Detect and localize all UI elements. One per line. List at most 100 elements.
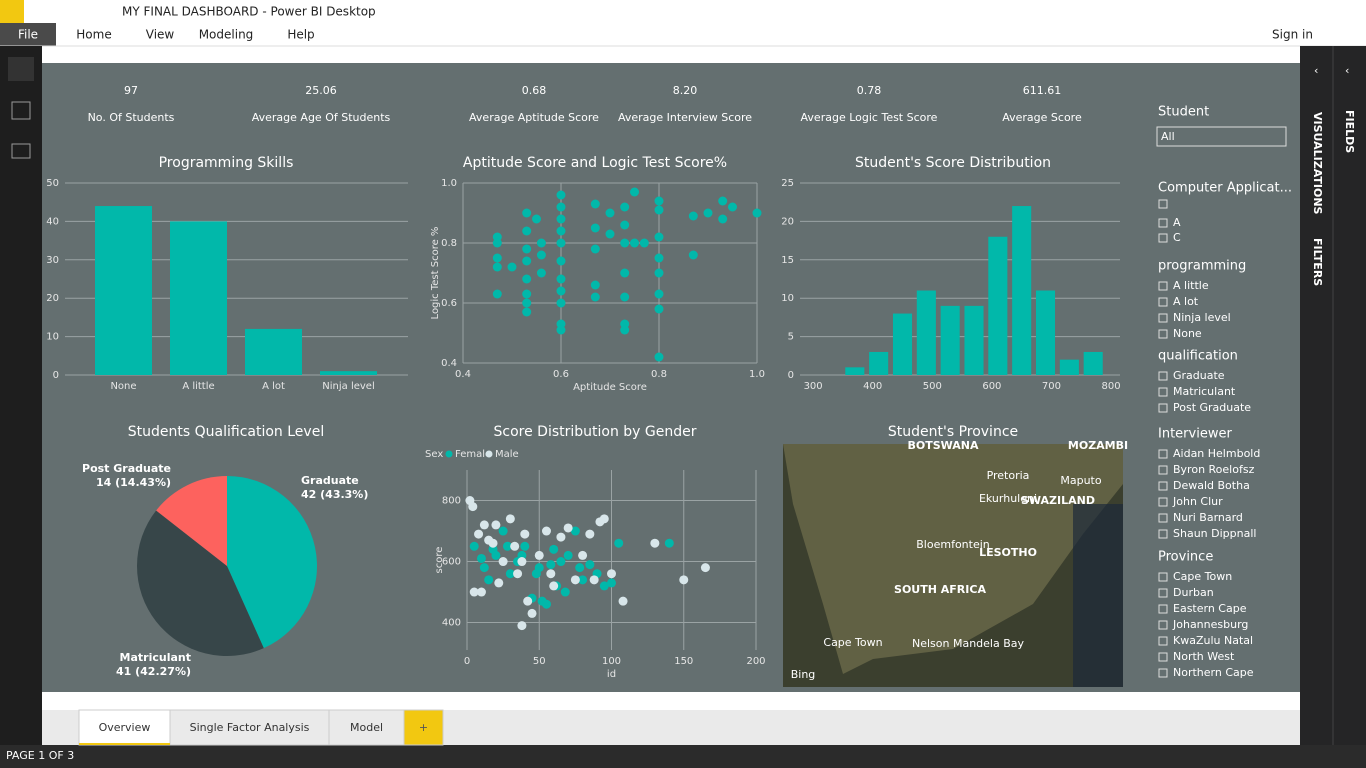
slicer-dropdown[interactable]: [1156, 126, 1287, 147]
scatter-point: [556, 238, 566, 248]
map-land: [783, 444, 1123, 674]
slicer-checkbox[interactable]: [1158, 313, 1168, 323]
slicer-item[interactable]: Aidan Helmbold: [1173, 447, 1260, 460]
slicer-checkbox[interactable]: [1158, 329, 1168, 339]
scatter-point: [578, 575, 588, 585]
scatter-point: [476, 587, 486, 597]
slicer-item[interactable]: C: [1173, 231, 1181, 244]
slicer-checkbox[interactable]: [1158, 652, 1168, 662]
scatter-point: [556, 256, 566, 266]
slicer-item[interactable]: Cape Town: [1173, 570, 1232, 583]
slicer-item[interactable]: Byron Roelofsz: [1173, 463, 1255, 476]
pane-collapse[interactable]: ‹: [1345, 64, 1349, 77]
slicer-item[interactable]: None: [1173, 327, 1202, 340]
y-tick-label: 600: [442, 557, 461, 568]
slicer-item[interactable]: Eastern Cape: [1173, 602, 1247, 615]
chart-title: Student's Province: [888, 424, 1018, 440]
slicer-checkbox[interactable]: [1158, 218, 1168, 228]
menu-item[interactable]: File: [18, 28, 38, 42]
slicer-checkbox[interactable]: [1158, 529, 1168, 539]
slicer-checkbox[interactable]: [1158, 371, 1168, 381]
page-tab-bg[interactable]: [403, 709, 444, 746]
scatter-point: [522, 289, 532, 299]
pane-label[interactable]: FILTERS: [1311, 238, 1324, 286]
slicer-item[interactable]: Dewald Botha: [1173, 479, 1250, 492]
x-tick-label: 0.4: [455, 369, 471, 380]
y-tick-label: 10: [781, 293, 794, 304]
slicer-item[interactable]: Ninja level: [1173, 311, 1231, 324]
pane-label[interactable]: VISUALIZATIONS: [1311, 112, 1324, 215]
slicer-checkbox[interactable]: [1158, 481, 1168, 491]
page-tab[interactable]: Model: [350, 721, 383, 734]
page-tab-bg[interactable]: [169, 709, 330, 746]
x-tick-label: 0: [464, 656, 470, 667]
slicer-item[interactable]: John Clur: [1172, 495, 1223, 508]
slicer-checkbox[interactable]: [1158, 281, 1168, 291]
slicer-checkbox[interactable]: [1158, 497, 1168, 507]
slicer-item[interactable]: A: [1173, 216, 1181, 229]
menu-item[interactable]: Help: [287, 28, 314, 42]
slicer-checkbox[interactable]: [1158, 199, 1168, 209]
pane-collapse[interactable]: ‹: [1314, 64, 1318, 77]
slicer-checkbox[interactable]: [1158, 604, 1168, 614]
slicer-checkbox[interactable]: [1158, 233, 1168, 243]
slicer-dropdown-value[interactable]: All: [1161, 130, 1175, 143]
menu-item[interactable]: Modeling: [199, 28, 254, 42]
pie-label-name: Graduate: [301, 474, 359, 487]
slicer-checkbox[interactable]: [1158, 572, 1168, 582]
slicer-checkbox[interactable]: [1158, 620, 1168, 630]
page-tab[interactable]: Overview: [99, 721, 151, 734]
slicer-item[interactable]: Johannesburg: [1172, 618, 1248, 631]
slicer-item[interactable]: Shaun Dippnall: [1173, 527, 1256, 540]
sign-in[interactable]: Sign in: [1272, 28, 1313, 42]
scatter-point: [546, 560, 556, 570]
slicer-item[interactable]: KwaZulu Natal: [1173, 634, 1253, 647]
slicer-checkbox[interactable]: [1158, 297, 1168, 307]
slicer-checkbox[interactable]: [1158, 387, 1168, 397]
slicer-checkbox[interactable]: [1158, 588, 1168, 598]
slicer-item[interactable]: Northern Cape: [1173, 666, 1254, 679]
slicer-checkbox[interactable]: [1158, 668, 1168, 678]
map-label: Bing: [791, 668, 816, 681]
y-tick-label: 0.4: [441, 358, 457, 369]
scatter-point: [522, 208, 532, 218]
pie-slice: [137, 510, 264, 656]
slicer-checkbox[interactable]: [1158, 636, 1168, 646]
scatter-point: [505, 514, 515, 524]
file-tab-bg[interactable]: [0, 23, 56, 46]
model-view-icon[interactable]: [11, 143, 31, 159]
slicer-item[interactable]: A little: [1173, 279, 1209, 292]
scatter-point: [664, 538, 674, 548]
map-label: Bloemfontein: [916, 538, 990, 551]
slicer-checkbox[interactable]: [1158, 465, 1168, 475]
slicer-checkbox[interactable]: [1158, 513, 1168, 523]
data-view-icon[interactable]: [11, 101, 31, 120]
slicer-item[interactable]: Graduate: [1173, 369, 1225, 382]
pane-label[interactable]: FIELDS: [1343, 110, 1356, 153]
bar: [320, 371, 377, 375]
slicer-checkbox[interactable]: [1158, 403, 1168, 413]
menu-item[interactable]: View: [146, 28, 175, 42]
page-tab[interactable]: +: [419, 721, 428, 734]
pie-label-value: 14 (14.43%): [96, 476, 171, 489]
slicer-item[interactable]: North West: [1173, 650, 1235, 663]
slicer-checkbox[interactable]: [1158, 449, 1168, 459]
scatter-point: [527, 608, 537, 618]
pie-label-name: Post Graduate: [82, 462, 171, 475]
report-view-icon[interactable]: [8, 57, 34, 81]
slicer-item[interactable]: A lot: [1173, 295, 1199, 308]
slicer-item[interactable]: Durban: [1173, 586, 1214, 599]
map-label: MOZAMBI: [1068, 439, 1128, 452]
chart-title: Student's Score Distribution: [855, 155, 1051, 171]
slicer-item[interactable]: Post Graduate: [1173, 401, 1251, 414]
scatter-point: [520, 541, 530, 551]
slicer-item[interactable]: Matriculant: [1173, 385, 1236, 398]
scatter-point: [620, 325, 630, 335]
y-tick-label: 5: [788, 332, 794, 343]
slicer-item[interactable]: Nuri Barnard: [1173, 511, 1243, 524]
menu-item[interactable]: Home: [76, 28, 111, 42]
scatter-point: [607, 569, 616, 579]
map-label: Maputo: [1060, 474, 1101, 487]
kpi-value: 611.61: [1023, 84, 1062, 97]
page-tab[interactable]: Single Factor Analysis: [190, 721, 310, 734]
